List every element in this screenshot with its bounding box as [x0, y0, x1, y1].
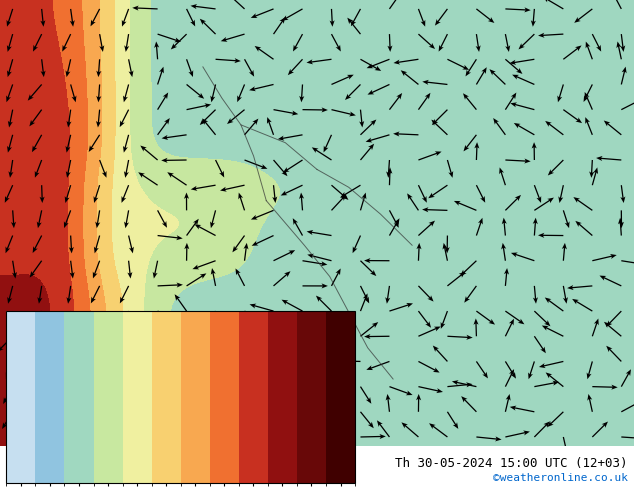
- Text: ©weatheronline.co.uk: ©weatheronline.co.uk: [493, 473, 628, 483]
- Text: Th 30-05-2024 15:00 UTC (12+03): Th 30-05-2024 15:00 UTC (12+03): [395, 457, 628, 470]
- Text: Surface wind (bft)   ECMWF: Surface wind (bft) ECMWF: [6, 457, 202, 470]
